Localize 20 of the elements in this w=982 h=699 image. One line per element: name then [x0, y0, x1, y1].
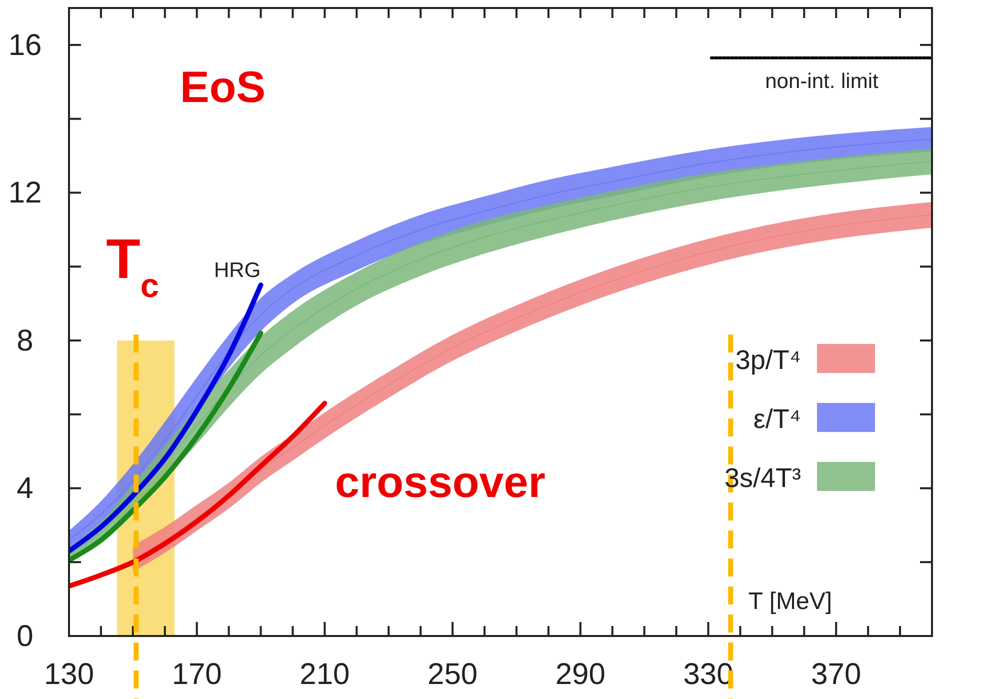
x-tick-label: 290: [555, 658, 606, 691]
x-tick-label: 130: [44, 658, 94, 691]
annotation: EoS: [180, 63, 266, 112]
annotation: HRG: [214, 259, 261, 282]
y-tick-label: 0: [16, 620, 34, 653]
annotation: crossover: [335, 458, 546, 507]
legend-label: 3s/4T³: [724, 462, 801, 493]
x-tick-label: 170: [172, 658, 222, 691]
y-tick-label: 4: [16, 472, 34, 506]
x-tick-label: 250: [428, 658, 478, 691]
y-tick-label: 12: [8, 176, 42, 210]
legend-label: 3p/T⁴: [735, 344, 801, 375]
x-tick-label: 370: [811, 658, 862, 691]
ref-line-label: T$_{c}$: [106, 227, 160, 305]
x-tick-label: 210: [300, 658, 350, 691]
y-tick-label: 16: [8, 28, 42, 62]
legend-label: ε/T⁴: [753, 404, 801, 434]
x-axis-title: T [MeV]: [748, 588, 832, 615]
series-label: non-int. limit: [765, 70, 878, 93]
y-tick-label: 8: [16, 324, 34, 358]
